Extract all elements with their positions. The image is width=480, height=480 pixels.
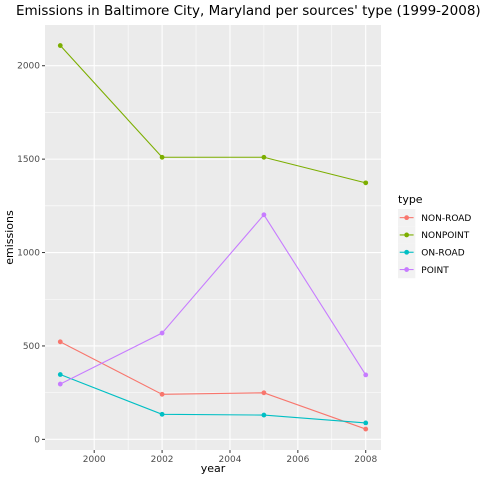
legend-key-point [404, 232, 410, 238]
grid-major [45, 25, 381, 450]
y-tick-label: 500 [23, 342, 40, 352]
y-tick-label: 1500 [17, 155, 40, 165]
data-point-non-road [159, 391, 165, 397]
legend-title: type [398, 193, 423, 206]
legend-label: POINT [421, 266, 449, 276]
legend-key-point [404, 267, 410, 272]
series-line-non-road [60, 341, 366, 430]
data-point-on-road [261, 412, 267, 418]
x-axis: 2000 2002 2004 2006 2008 [83, 450, 377, 465]
series-line-nonpoint [59, 45, 366, 184]
data-point-non-road [57, 339, 63, 345]
x-tick-label: 2006 [286, 455, 309, 465]
data-point-point [363, 372, 369, 378]
data-point-nonpoint [261, 154, 267, 160]
y-tick-label: 2000 [17, 62, 40, 72]
legend-label: NONPOINT [421, 231, 469, 241]
y-tick-label: 1000 [17, 249, 40, 259]
x-tick-label: 2004 [219, 455, 242, 465]
series-line-on-road [60, 374, 366, 424]
y-axis: 0 500 1000 1500 2000 [17, 62, 45, 445]
data-point-non-road [261, 390, 267, 396]
data-point-nonpoint [57, 43, 63, 48]
legend-key-point [404, 215, 410, 221]
data-point-point [261, 212, 267, 218]
data-point-nonpoint [159, 154, 165, 160]
legend-key-point [404, 249, 410, 255]
data-point-point [57, 381, 63, 387]
legend-items: NON-ROAD NONPOINT ON-ROAD POINT [398, 209, 471, 279]
x-tick-label: 2008 [354, 455, 377, 465]
series-line-point [60, 213, 367, 385]
series-layer [57, 43, 369, 432]
data-point-point [159, 330, 165, 336]
x-tick-label: 2002 [151, 455, 174, 465]
data-point-on-road [57, 372, 63, 377]
data-point-on-road [363, 420, 369, 426]
legend-item-point: POINT [398, 260, 449, 279]
data-point-non-road [363, 426, 369, 432]
legend-label: NON-ROAD [421, 214, 471, 224]
x-tick-label: 2000 [83, 455, 106, 465]
chart-title: Emissions in Baltimore City, Maryland pe… [16, 3, 480, 19]
legend-item-on-road: ON-ROAD [398, 243, 465, 261]
grid-minor [45, 25, 381, 450]
data-point-on-road [159, 411, 165, 417]
y-axis-title: emissions [3, 210, 16, 265]
y-tick-label: 0 [34, 435, 40, 445]
legend-item-non-road: NON-ROAD [398, 209, 471, 227]
data-point-nonpoint [363, 180, 369, 186]
x-axis-title: year [201, 462, 226, 475]
plot-panel [45, 25, 381, 450]
legend-item-nonpoint: NONPOINT [398, 226, 470, 244]
legend-label: ON-ROAD [421, 248, 464, 258]
legend: type NON-ROAD NONPOINT ON-ROAD POINT [398, 193, 471, 279]
